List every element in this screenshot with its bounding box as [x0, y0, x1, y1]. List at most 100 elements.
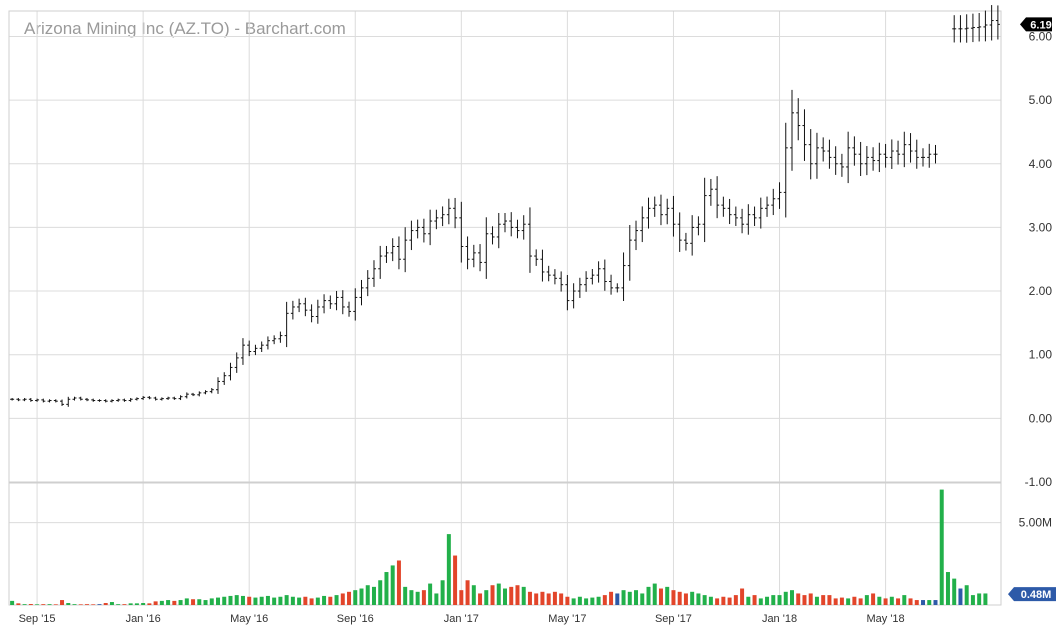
price-tick-label: 4.00 [1029, 157, 1053, 171]
price-bar [134, 397, 139, 401]
price-bar [203, 390, 208, 395]
volume-bar [371, 586, 376, 605]
price-bar [727, 198, 732, 225]
volume-bar [540, 591, 545, 605]
price-bar [122, 398, 127, 402]
volume-bar [166, 600, 171, 605]
price-bar [671, 195, 676, 237]
price-bar [403, 227, 408, 273]
price-bar [322, 294, 327, 314]
volume-bar [365, 585, 370, 605]
volume-bar [727, 597, 732, 605]
price-bar [527, 207, 532, 273]
price-bar [921, 148, 926, 167]
price-bar [378, 245, 383, 279]
price-bar [172, 396, 177, 400]
volume-bar [546, 593, 551, 605]
price-panel-frame [8, 10, 1002, 483]
price-bar [303, 297, 308, 317]
volume-bar [939, 489, 944, 605]
price-bar [758, 197, 763, 229]
volume-bar [141, 603, 146, 605]
price-bar [247, 340, 252, 357]
price-bar [347, 301, 352, 317]
volume-bar [983, 593, 988, 605]
volume-bar [814, 596, 819, 605]
price-bar [877, 142, 882, 173]
price-bar [103, 399, 108, 403]
volume-bar [615, 593, 620, 605]
price-bar [147, 396, 152, 400]
volume-bar [78, 604, 83, 605]
price-bar [677, 212, 682, 252]
volume-bar [478, 593, 483, 605]
price-bar [315, 299, 320, 324]
price-bar [846, 131, 851, 184]
price-bar [253, 344, 258, 356]
price-bar [47, 399, 52, 403]
price-bar [78, 396, 83, 401]
price-bar [546, 265, 551, 282]
price-bar [503, 213, 507, 233]
volume-bar [496, 583, 501, 605]
price-bar [908, 133, 913, 163]
price-bar [521, 215, 526, 240]
price-bar [515, 219, 520, 239]
price-bar [621, 252, 626, 302]
price-bar [590, 269, 595, 285]
price-bar [808, 129, 813, 180]
volume-bar [952, 578, 957, 605]
volume-bar [334, 595, 339, 605]
volume-bar [521, 586, 526, 605]
volume-bar [527, 591, 532, 605]
volume-bar [91, 604, 96, 605]
price-bar [53, 399, 58, 403]
volume-bar [602, 595, 607, 605]
price-bar [683, 232, 688, 251]
volume-bar [821, 595, 826, 605]
price-bar [721, 196, 726, 217]
volume-bar [459, 590, 464, 605]
time-tick-label: Jan '18 [762, 613, 797, 625]
price-bar [596, 261, 601, 283]
volume-bar [733, 595, 738, 605]
price-bar [234, 352, 239, 373]
volume-bars [10, 489, 988, 605]
price-bar [702, 177, 707, 243]
volume-bar [933, 600, 938, 605]
price-bar [914, 139, 919, 169]
volume-bar [827, 595, 832, 605]
volume-bar [559, 593, 564, 605]
volume-bar [839, 597, 844, 605]
volume-bar [465, 580, 470, 605]
volume-tick-label: 5.00M [1019, 516, 1052, 530]
price-bar [265, 336, 270, 350]
price-bar [746, 204, 751, 235]
volume-bar [240, 595, 245, 605]
volume-bar [640, 593, 645, 605]
volume-bar [627, 591, 632, 605]
price-bar [272, 335, 277, 345]
volume-bar [134, 603, 139, 605]
price-bar [259, 341, 264, 353]
price-bar [359, 279, 364, 306]
volume-bar [808, 593, 813, 605]
price-bar [983, 10, 988, 42]
volume-bar [303, 596, 308, 605]
volume-bar [284, 595, 289, 605]
price-tick-label: 5.00 [1029, 93, 1053, 107]
volume-bar [409, 590, 414, 605]
volume-bar [172, 600, 177, 605]
volume-bar [771, 595, 776, 605]
price-bar [933, 144, 938, 164]
price-bar [209, 388, 214, 394]
price-bar [765, 196, 770, 217]
price-bar [228, 362, 233, 381]
price-bar [977, 12, 982, 42]
time-tick-label: Jan '17 [444, 613, 479, 625]
volume-bar [315, 597, 320, 605]
volume-bar [159, 600, 164, 605]
volume-bar [765, 596, 770, 605]
price-bar [197, 391, 202, 397]
volume-bar [297, 597, 302, 605]
